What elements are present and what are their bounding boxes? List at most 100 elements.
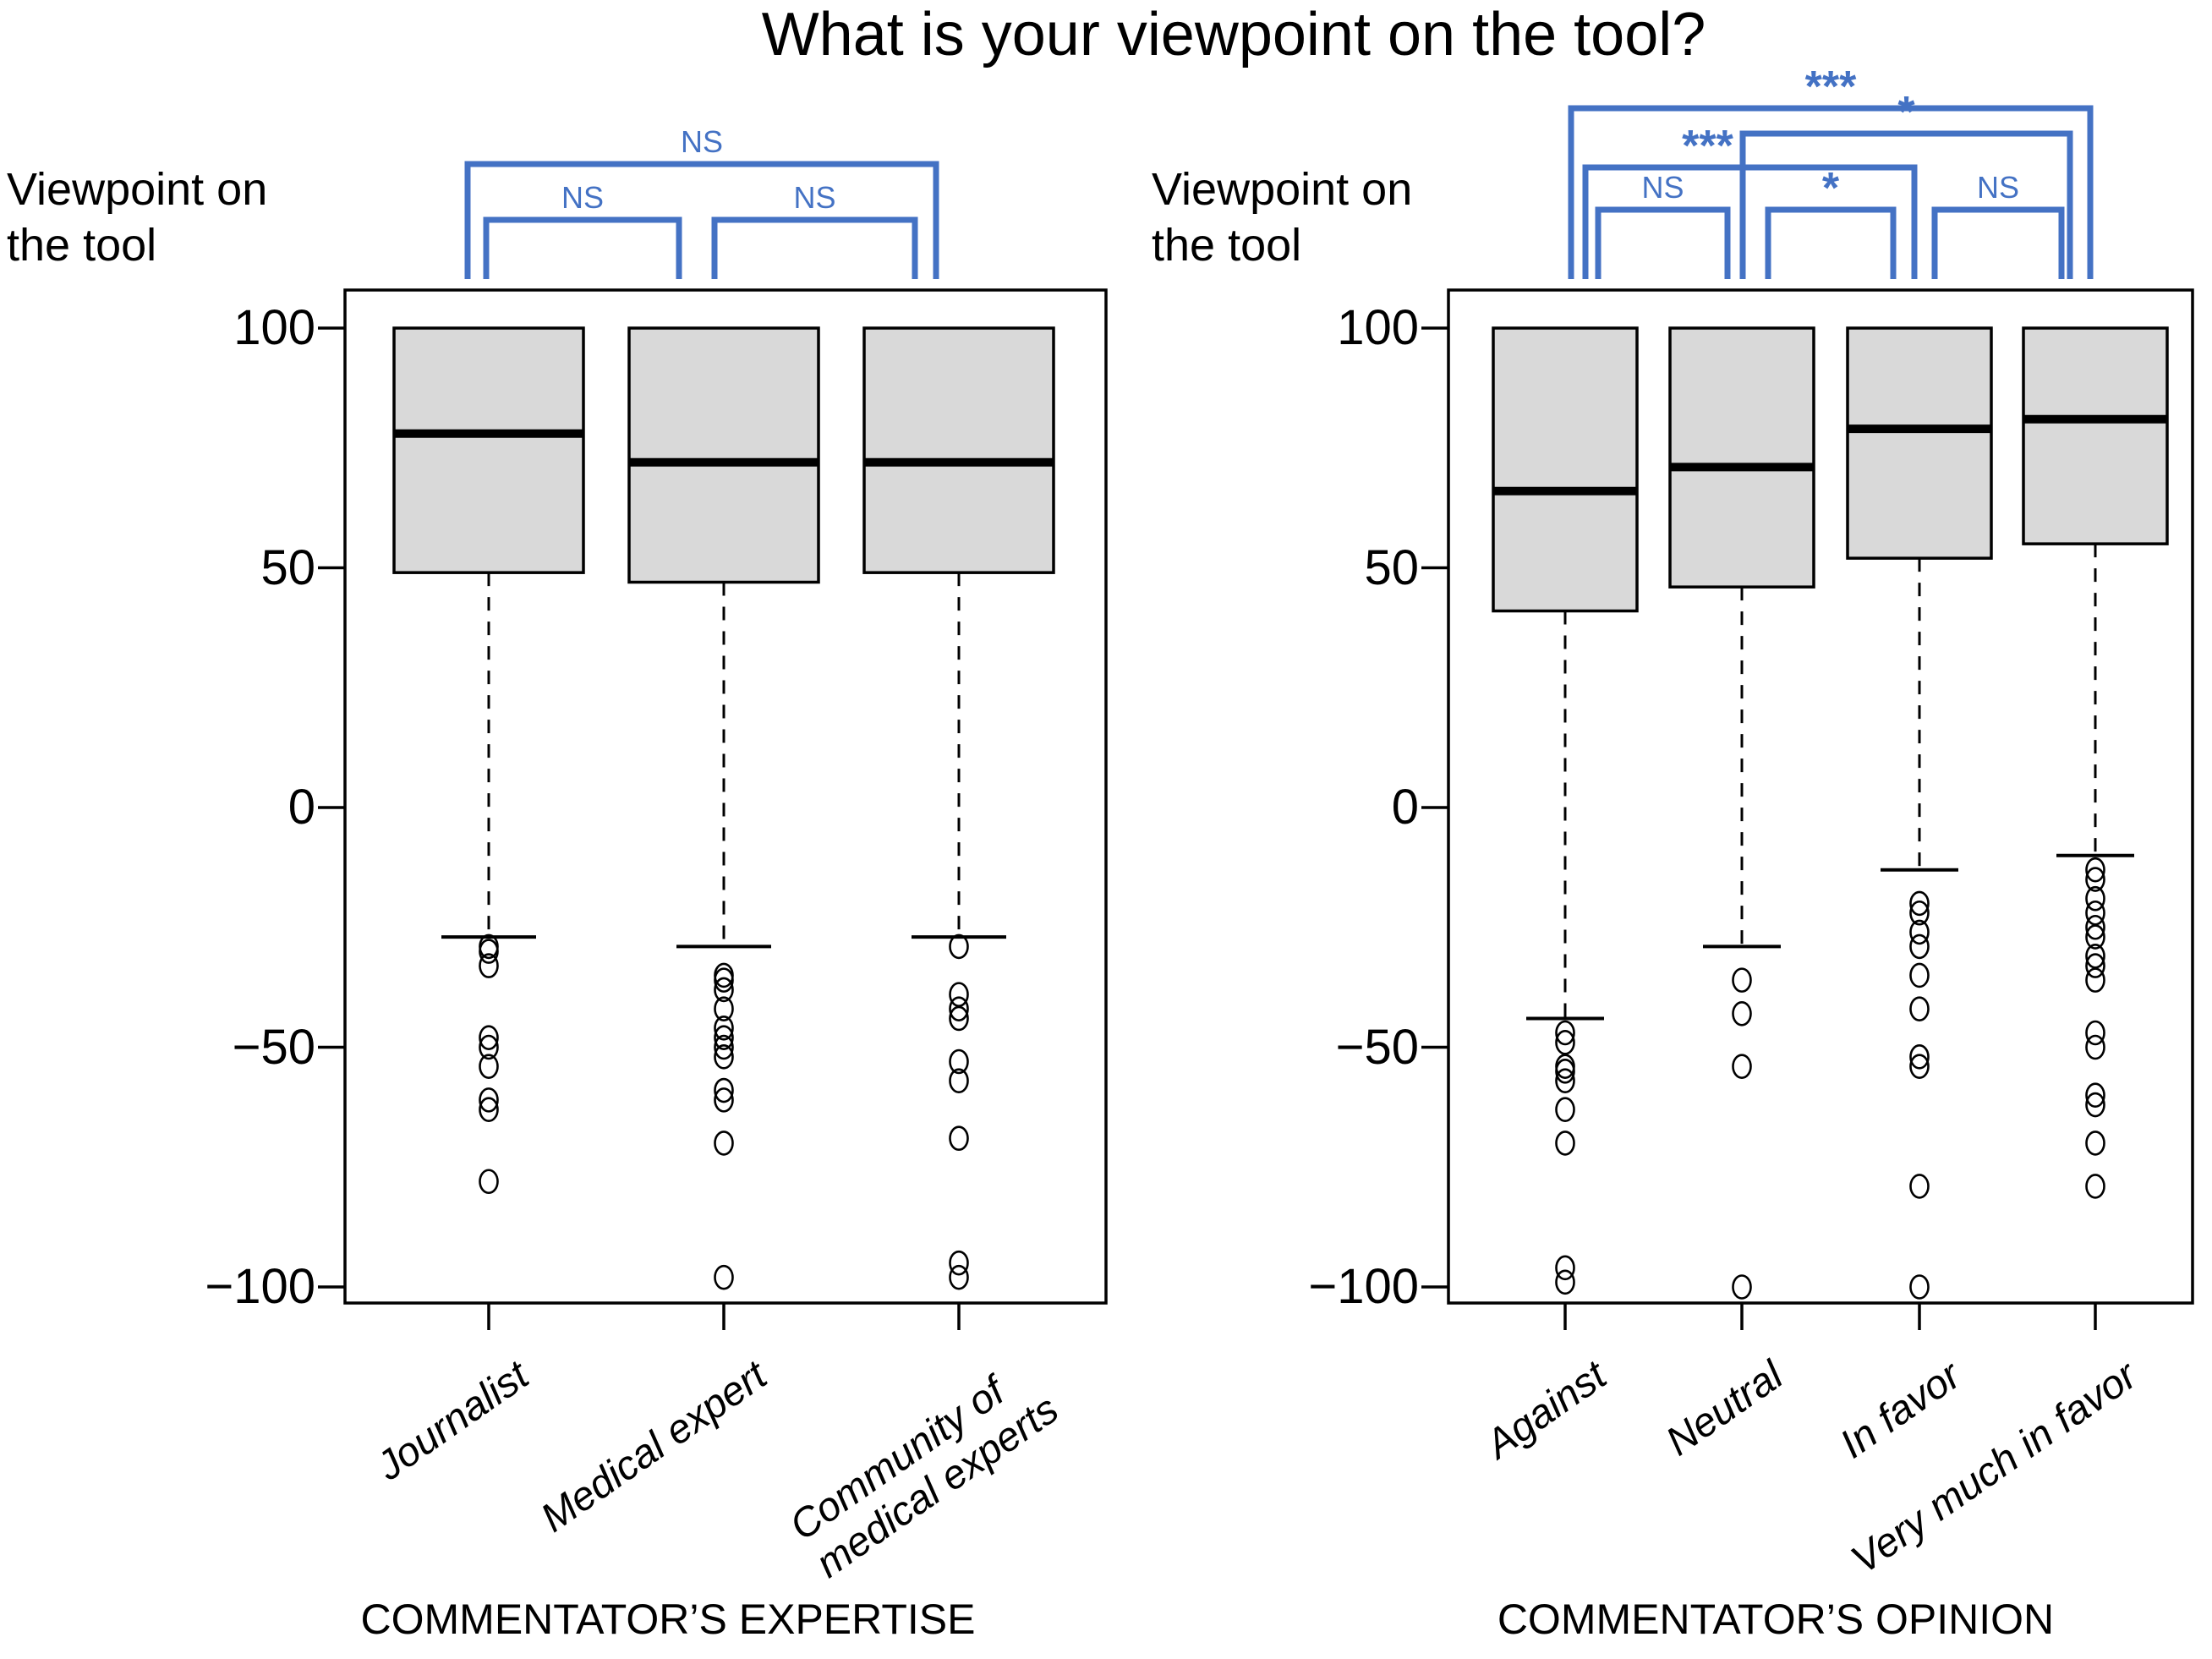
outlier-very-much-in-favor-2 [2085,885,2105,912]
outlier-very-much-in-favor-13 [2085,1131,2105,1156]
outlier-against-5 [1555,1097,1575,1123]
sig-bracket-right-against-vs-very-much-in-favor [1568,105,2094,279]
outlier-against-4 [1555,1068,1575,1093]
left-y-tick-label-0: 0 [287,780,315,835]
outlier-against-6 [1555,1131,1575,1156]
outlier-medical-expert-3 [714,996,734,1021]
outlier-journalist-5 [479,1054,499,1079]
outlier-in-favor-4 [1909,962,1930,988]
outlier-very-much-in-favor-11 [2085,1082,2105,1108]
outlier-very-much-in-favor-3 [2085,900,2105,926]
outlier-in-favor-7 [1909,1054,1930,1079]
outlier-very-much-in-favor-7 [2085,953,2105,978]
outlier-very-much-in-favor-8 [2085,967,2105,993]
outlier-very-much-in-favor-5 [2085,924,2105,950]
sig-bracket-right-against-vs-neutral [1595,206,1731,279]
sig-label-right-4: * [1822,164,1840,213]
outlier-neutral-0 [1732,967,1752,993]
outlier-medical-expert-5 [714,1025,734,1050]
sig-label-right-2: *** [1682,122,1733,171]
outlier-journalist-7 [479,1097,499,1123]
outlier-against-1 [1555,1030,1575,1055]
outlier-very-much-in-favor-14 [2085,1174,2105,1199]
outlier-community-of-medical-experts-6 [949,1125,969,1152]
outlier-journalist-4 [479,1034,499,1060]
outlier-medical-expert-11 [714,1264,734,1290]
sig-bracket-left-medical-expert-vs-community-of-medical-experts [711,216,918,279]
left-y-tick-label--100: −100 [205,1259,315,1314]
box-medical-expert [627,326,820,584]
right-x-axis-title: COMMENTATOR’S OPINION [1497,1596,2055,1643]
outlier-community-of-medical-experts-8 [949,1264,969,1290]
outlier-community-of-medical-experts-2 [949,996,969,1021]
sig-label-left-0: NS [681,124,723,159]
outlier-journalist-6 [479,1087,499,1113]
sig-label-right-3: NS [1641,170,1684,205]
left-plot-border [343,288,1108,1305]
outlier-very-much-in-favor-1 [2085,867,2105,892]
sig-bracket-right-neutral-vs-in-favor [1765,206,1897,279]
left-y-tick-label-50: 50 [260,539,315,595]
left-y-tick-label-100: 100 [233,300,315,355]
sig-label-right-1: * [1897,88,1915,137]
outlier-in-favor-8 [1909,1174,1930,1199]
sig-label-right-5: NS [1977,170,2019,205]
box-journalist [392,326,585,574]
outlier-medical-expert-7 [714,1044,734,1070]
outlier-journalist-1 [479,939,499,964]
sig-bracket-right-against-vs-in-favor [1582,164,1918,279]
outlier-medical-expert-6 [714,1034,734,1060]
outlier-in-favor-3 [1909,934,1930,960]
box-community-of-medical-experts [862,326,1055,574]
outlier-neutral-3 [1732,1274,1752,1300]
outlier-community-of-medical-experts-5 [949,1068,969,1093]
sig-bracket-right-neutral-vs-very-much-in-favor [1739,130,2073,279]
left-y-axis-label-line2: the tool [7,219,157,271]
sig-label-left-1: NS [561,180,604,215]
outlier-journalist-3 [479,1025,499,1050]
left-y-axis-label: Viewpoint on the tool [7,162,267,274]
box-very-much-in-favor [2022,326,2169,545]
right-y-axis-label: Viewpoint on the tool [1152,162,1412,274]
outlier-very-much-in-favor-9 [2085,1020,2105,1046]
outlier-against-7 [1555,1255,1575,1281]
left-x-axis-title: COMMENTATOR’S EXPERTISE [360,1596,976,1643]
outlier-community-of-medical-experts-3 [949,1005,969,1032]
outlier-medical-expert-9 [714,1087,734,1113]
outlier-community-of-medical-experts-4 [949,1049,969,1075]
outlier-neutral-2 [1732,1054,1752,1079]
outlier-in-favor-0 [1909,890,1930,917]
outlier-medical-expert-2 [714,977,734,1003]
outlier-in-favor-2 [1909,919,1930,945]
outlier-against-0 [1555,1020,1575,1046]
outlier-very-much-in-favor-4 [2085,914,2105,940]
outlier-very-much-in-favor-10 [2085,1034,2105,1060]
outlier-journalist-2 [479,953,499,978]
outlier-in-favor-6 [1909,1044,1930,1070]
figure-title: What is your viewpoint on the tool? [761,1,1706,68]
box-neutral [1668,326,1815,589]
right-y-tick-label-50: 50 [1364,539,1419,595]
outlier-in-favor-5 [1909,996,1930,1021]
right-y-tick-label--50: −50 [1335,1019,1419,1075]
right-plot-border [1447,288,2194,1305]
outlier-very-much-in-favor-12 [2085,1092,2105,1118]
outlier-journalist-8 [479,1169,499,1195]
right-y-tick-label-0: 0 [1391,780,1419,835]
left-y-tick-label--50: −50 [232,1019,315,1075]
outlier-medical-expert-4 [714,1016,734,1041]
sig-bracket-left-journalist-vs-community-of-medical-experts [464,161,939,279]
outlier-medical-expert-10 [714,1131,734,1156]
outlier-very-much-in-favor-6 [2085,943,2105,969]
outlier-in-favor-9 [1909,1274,1930,1300]
outlier-against-3 [1555,1059,1575,1084]
right-y-tick-label-100: 100 [1337,300,1419,355]
sig-label-right-0: *** [1805,63,1857,112]
sig-label-left-2: NS [793,180,835,215]
left-y-axis-label-line1: Viewpoint on [7,164,268,215]
sig-bracket-right-in-favor-vs-very-much-in-favor [1931,206,2065,279]
outlier-community-of-medical-experts-0 [949,934,969,960]
outlier-neutral-1 [1732,1001,1752,1027]
outlier-community-of-medical-experts-1 [949,982,969,1007]
